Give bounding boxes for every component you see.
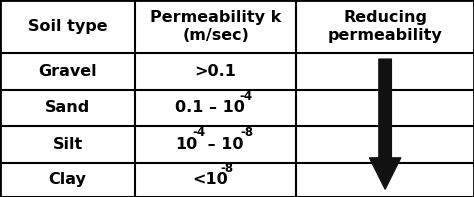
Text: -4: -4: [239, 90, 252, 103]
Text: Silt: Silt: [53, 137, 82, 152]
Text: Reducing
permeability: Reducing permeability: [328, 10, 443, 43]
Text: Soil type: Soil type: [28, 19, 107, 34]
Text: >0.1: >0.1: [195, 64, 237, 79]
Text: Clay: Clay: [49, 172, 86, 187]
Text: Sand: Sand: [45, 100, 90, 115]
Text: -8: -8: [241, 126, 254, 139]
Text: 0.1 – 10: 0.1 – 10: [175, 100, 245, 115]
Text: Gravel: Gravel: [38, 64, 97, 79]
Text: – 10: – 10: [202, 137, 244, 152]
Text: -4: -4: [192, 126, 206, 139]
Text: Permeability k
(m/sec): Permeability k (m/sec): [150, 10, 281, 43]
Text: <10: <10: [192, 172, 228, 187]
Text: 10: 10: [175, 137, 197, 152]
Text: -8: -8: [220, 162, 233, 175]
